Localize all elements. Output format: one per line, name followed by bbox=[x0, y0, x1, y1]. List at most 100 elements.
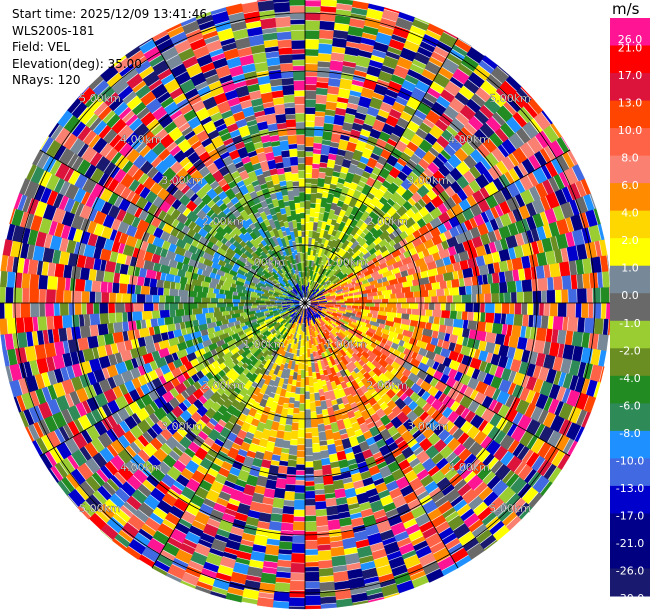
velocity-cell bbox=[140, 319, 147, 330]
velocity-cell bbox=[273, 104, 286, 115]
velocity-cell bbox=[420, 289, 429, 298]
velocity-cell bbox=[304, 49, 319, 56]
velocity-cell bbox=[431, 295, 438, 304]
velocity-cell bbox=[36, 330, 45, 346]
velocity-cell bbox=[409, 313, 420, 322]
velocity-cell bbox=[328, 453, 339, 463]
velocity-cell bbox=[364, 305, 370, 310]
velocity-cell bbox=[576, 243, 588, 260]
velocity-cell bbox=[304, 571, 320, 582]
velocity-cell bbox=[216, 302, 227, 308]
velocity-cell bbox=[289, 397, 296, 404]
velocity-cell bbox=[297, 444, 306, 451]
velocity-cell bbox=[323, 484, 336, 494]
velocity-cell bbox=[401, 286, 411, 293]
velocity-cell bbox=[480, 302, 485, 313]
velocity-cell bbox=[524, 267, 532, 281]
velocity-cell bbox=[65, 277, 71, 291]
velocity-cell bbox=[278, 541, 293, 550]
velocity-cell bbox=[304, 107, 316, 115]
velocity-cell bbox=[304, 391, 311, 400]
velocity-cell bbox=[431, 330, 439, 339]
velocity-cell bbox=[326, 439, 336, 445]
velocity-cell bbox=[304, 39, 320, 50]
velocity-cell bbox=[153, 325, 161, 336]
velocity-cell bbox=[291, 379, 298, 386]
velocity-cell bbox=[304, 359, 309, 365]
velocity-cell bbox=[218, 298, 224, 304]
velocity-cell bbox=[274, 487, 286, 499]
velocity-cell bbox=[263, 106, 276, 116]
velocity-cell bbox=[220, 306, 226, 313]
velocity-cell bbox=[452, 270, 459, 280]
velocity-cell bbox=[334, 15, 351, 25]
range-label: 5.00km bbox=[489, 502, 531, 515]
velocity-cell bbox=[448, 333, 459, 344]
velocity-cell bbox=[508, 335, 519, 349]
velocity-cell bbox=[260, 92, 274, 104]
velocity-cell bbox=[290, 572, 306, 581]
velocity-cell bbox=[424, 302, 429, 310]
velocity-cell bbox=[304, 90, 317, 100]
velocity-cell bbox=[317, 61, 331, 68]
velocity-cell bbox=[264, 46, 279, 53]
velocity-cell bbox=[299, 192, 306, 202]
velocity-cell bbox=[95, 269, 105, 282]
velocity-cell bbox=[38, 274, 48, 290]
velocity-cell bbox=[521, 302, 528, 315]
velocity-cell bbox=[304, 521, 318, 532]
velocity-cell bbox=[449, 180, 462, 194]
velocity-cell bbox=[310, 418, 319, 428]
velocity-cell bbox=[331, 37, 347, 48]
velocity-cell bbox=[267, 123, 278, 132]
velocity-cell bbox=[283, 500, 295, 507]
velocity-cell bbox=[450, 302, 456, 312]
velocity-cell bbox=[272, 497, 285, 509]
velocity-cell bbox=[317, 423, 326, 433]
velocity-cell bbox=[276, 31, 292, 41]
velocity-cell bbox=[366, 302, 375, 307]
velocity-cell bbox=[300, 387, 306, 395]
velocity-cell bbox=[277, 559, 292, 568]
velocity-cell bbox=[232, 299, 241, 304]
velocity-cell bbox=[301, 231, 306, 238]
velocity-cell bbox=[576, 273, 584, 289]
velocity-cell bbox=[290, 385, 297, 393]
velocity-cell bbox=[247, 566, 264, 578]
velocity-cell bbox=[103, 271, 115, 284]
velocity-cell bbox=[262, 496, 275, 506]
velocity-cell bbox=[295, 381, 302, 388]
velocity-cell bbox=[335, 496, 348, 506]
velocity-cell bbox=[274, 437, 284, 448]
velocity-cell bbox=[425, 309, 433, 317]
velocity-cell bbox=[113, 272, 121, 284]
velocity-cell bbox=[129, 275, 138, 286]
velocity-cell bbox=[331, 171, 341, 178]
velocity-cell bbox=[275, 162, 284, 170]
velocity-cell bbox=[329, 540, 344, 548]
velocity-cell bbox=[272, 601, 290, 609]
velocity-cell bbox=[178, 302, 183, 310]
velocity-cell bbox=[313, 217, 319, 223]
velocity-cell bbox=[275, 478, 287, 489]
velocity-cell bbox=[518, 268, 526, 281]
velocity-cell bbox=[145, 319, 152, 329]
velocity-cell bbox=[336, 0, 354, 6]
velocity-cell bbox=[333, 23, 350, 32]
velocity-cell bbox=[602, 318, 609, 335]
velocity-cell bbox=[304, 178, 312, 183]
velocity-cell bbox=[225, 294, 233, 300]
velocity-cell bbox=[537, 277, 548, 291]
velocity-cell bbox=[160, 272, 167, 281]
velocity-cell bbox=[232, 291, 238, 297]
velocity-cell bbox=[308, 230, 313, 238]
velocity-cell bbox=[413, 290, 421, 298]
velocity-cell bbox=[453, 318, 464, 329]
velocity-cell bbox=[347, 25, 364, 37]
velocity-cell bbox=[270, 85, 283, 92]
velocity-cell bbox=[241, 1, 259, 14]
velocity-cell bbox=[333, 570, 350, 583]
velocity-cell bbox=[288, 445, 298, 456]
velocity-cell bbox=[562, 316, 569, 331]
velocity-cell bbox=[289, 580, 306, 591]
